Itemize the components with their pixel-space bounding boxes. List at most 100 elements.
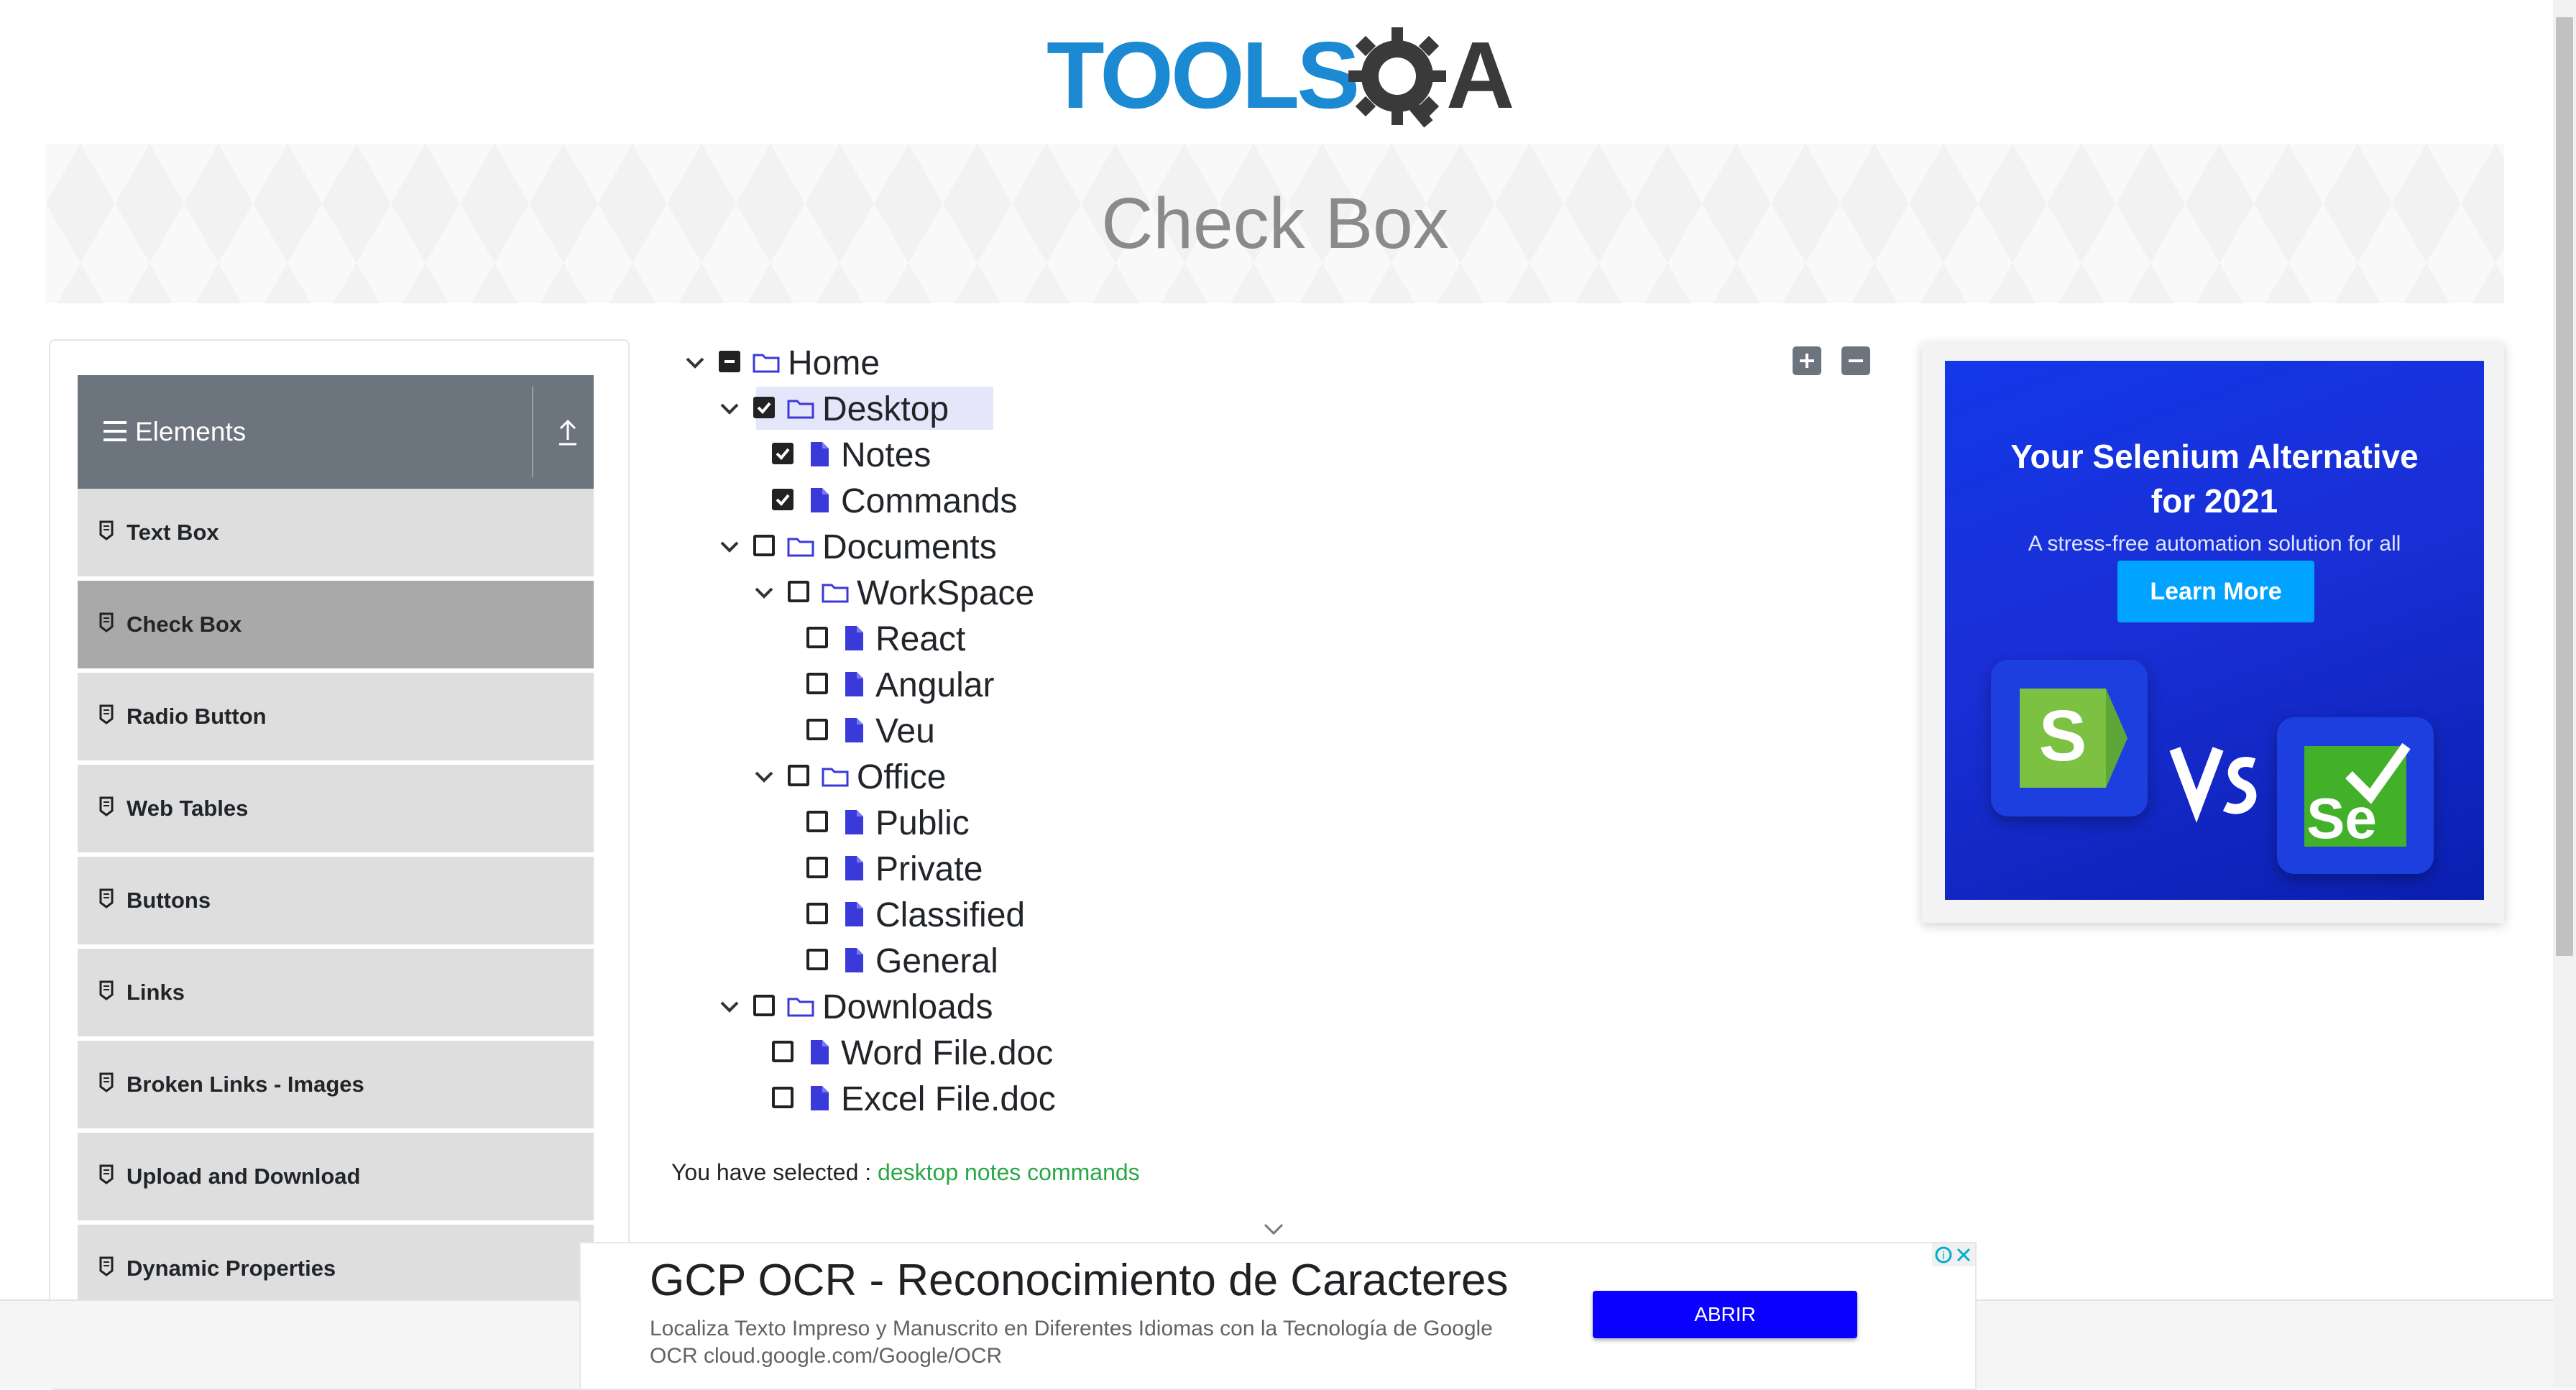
file-icon xyxy=(811,1086,829,1110)
tree-node: Desktop xyxy=(0,387,1222,433)
sidebar-item-text-box[interactable]: Text Box xyxy=(78,489,594,581)
bottom-advertisement[interactable]: GCP OCR - Reconocimiento de Caracteres L… xyxy=(579,1242,1977,1390)
collapse-all-button[interactable] xyxy=(1841,346,1870,375)
tree-node-label[interactable]: React xyxy=(875,620,966,658)
tree-node-label[interactable]: Downloads xyxy=(822,988,993,1026)
chevron-down-icon[interactable] xyxy=(717,995,742,1019)
ad-choices-icon[interactable]: i xyxy=(1932,1243,1975,1266)
sidebar-item-upload-download[interactable]: Upload and Download xyxy=(78,1133,594,1225)
check-icon xyxy=(757,402,771,414)
tree-checkbox[interactable] xyxy=(788,581,809,602)
tree-node: Notes xyxy=(0,433,1222,479)
tree-node-label[interactable]: Commands xyxy=(841,482,1018,520)
tree-checkbox[interactable] xyxy=(772,1041,794,1062)
ad-open-button[interactable]: ABRIR xyxy=(1593,1291,1857,1338)
shield-icon xyxy=(99,704,114,724)
toolsqa-logo[interactable]: TOOLS A xyxy=(1046,22,1514,129)
tree-node: Documents xyxy=(0,525,1222,571)
svg-text:S: S xyxy=(2039,696,2087,776)
file-icon xyxy=(811,488,829,512)
file-icon xyxy=(845,672,863,696)
folder-icon xyxy=(787,400,814,419)
sidebar-item-label: Links xyxy=(126,980,185,1005)
tree-node-label[interactable]: Classified xyxy=(875,896,1026,934)
tree-node-label[interactable]: Documents xyxy=(822,528,997,566)
tree-checkbox[interactable] xyxy=(806,627,828,648)
sidebar-item-links[interactable]: Links xyxy=(78,949,594,1041)
tree-node: Office xyxy=(0,755,1222,801)
tree-node-label[interactable]: Desktop xyxy=(822,390,949,428)
tree-node: Commands xyxy=(0,479,1222,525)
header-divider xyxy=(532,387,533,477)
collapse-up-icon[interactable] xyxy=(555,415,581,448)
tree-node-label[interactable]: Private xyxy=(875,850,983,888)
sidebar-item-broken-links[interactable]: Broken Links - Images xyxy=(78,1041,594,1133)
tree-node-label[interactable]: Office xyxy=(857,758,947,796)
tree-checkbox[interactable] xyxy=(753,535,775,556)
elements-group-header[interactable]: Elements xyxy=(78,375,594,489)
tree-checkbox[interactable] xyxy=(806,949,828,970)
tree-node: Excel File.doc xyxy=(0,1077,1222,1123)
tree-node: Downloads xyxy=(0,985,1222,1031)
tree-node-label[interactable]: WorkSpace xyxy=(857,574,1035,612)
tree-node-label[interactable]: Notes xyxy=(841,436,932,474)
scrollbar-thumb[interactable] xyxy=(2556,17,2573,956)
chevron-down-icon[interactable] xyxy=(717,535,742,559)
tree-node-label[interactable]: Public xyxy=(875,804,970,842)
tree-node: Private xyxy=(0,847,1222,893)
learn-more-button[interactable]: Learn More xyxy=(2117,561,2314,622)
result-prefix: You have selected : xyxy=(671,1159,872,1185)
tree-checkbox[interactable] xyxy=(788,765,809,786)
tree-checkbox[interactable] xyxy=(806,857,828,878)
selection-result: You have selected : desktop notes comman… xyxy=(671,1154,1140,1190)
tree-checkbox[interactable] xyxy=(806,673,828,694)
tree-checkbox[interactable] xyxy=(772,443,794,464)
sidebar-item-buttons[interactable]: Buttons xyxy=(78,857,594,949)
logo-text-tools: TOOLS xyxy=(1046,22,1360,128)
ad-bottom-title[interactable]: GCP OCR - Reconocimiento de Caracteres xyxy=(650,1256,1509,1305)
svg-text:i: i xyxy=(1942,1250,1945,1262)
tree-checkbox[interactable] xyxy=(772,489,794,510)
file-icon xyxy=(845,856,863,880)
tree-checkbox[interactable] xyxy=(806,903,828,924)
svg-text:Se: Se xyxy=(2306,786,2377,850)
tree-node-label[interactable]: Word File.doc xyxy=(841,1034,1054,1072)
tree-node-label[interactable]: Veu xyxy=(875,712,935,750)
folder-icon xyxy=(822,584,849,603)
tree-node: WorkSpace xyxy=(0,571,1222,617)
minus-icon xyxy=(724,360,735,363)
tree-checkbox[interactable] xyxy=(753,397,775,418)
file-icon xyxy=(845,718,863,742)
tree-node: Public xyxy=(0,801,1222,847)
page-scrollbar[interactable] xyxy=(2553,0,2576,1387)
expand-all-button[interactable] xyxy=(1793,346,1821,375)
sidebar-item-check-box[interactable]: Check Box xyxy=(78,581,594,673)
tree-node-label[interactable]: Excel File.doc xyxy=(841,1080,1056,1118)
side-advertisement[interactable]: Your Selenium Alternative for 2021 A str… xyxy=(1922,342,2504,923)
chevron-down-icon[interactable] xyxy=(752,581,776,605)
tree-checkbox[interactable] xyxy=(806,811,828,832)
tree-node-label[interactable]: General xyxy=(875,942,998,980)
tree-node-label[interactable]: Home xyxy=(788,344,880,382)
folder-icon xyxy=(787,998,814,1017)
chevron-down-icon[interactable] xyxy=(717,397,742,421)
chevron-down-icon[interactable] xyxy=(752,765,776,789)
tree-checkbox[interactable] xyxy=(806,719,828,740)
shield-icon xyxy=(99,612,114,632)
tree-node-label[interactable]: Angular xyxy=(875,666,995,704)
elements-group-label: Elements xyxy=(135,417,247,446)
tree-node: Angular xyxy=(0,663,1222,709)
chevron-down-icon[interactable] xyxy=(1262,1222,1285,1236)
check-icon xyxy=(776,448,790,460)
page-banner: Check Box xyxy=(46,144,2504,303)
chevron-down-icon[interactable] xyxy=(683,351,707,375)
tree-checkbox[interactable] xyxy=(772,1087,794,1108)
tree-checkbox[interactable] xyxy=(753,995,775,1016)
sidebar-item-label: Dynamic Properties xyxy=(126,1256,336,1281)
s-logo-icon: S xyxy=(1991,660,2148,816)
tree-checkbox[interactable] xyxy=(719,351,740,372)
result-selected: desktop notes commands xyxy=(878,1159,1140,1185)
versus-icon xyxy=(2168,735,2261,847)
sidebar-item-web-tables[interactable]: Web Tables xyxy=(78,765,594,857)
sidebar-item-radio-button[interactable]: Radio Button xyxy=(78,673,594,765)
